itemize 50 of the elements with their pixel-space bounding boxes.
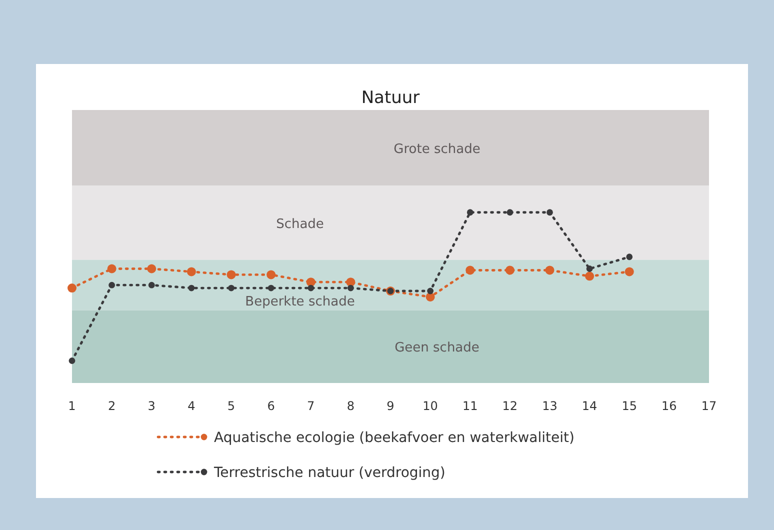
band-label: Schade — [276, 216, 324, 232]
point — [186, 267, 196, 276]
x-tick-label: 11 — [462, 399, 478, 413]
point — [545, 266, 554, 275]
x-tick-label: 15 — [622, 399, 638, 413]
x-tick-label: 6 — [267, 399, 275, 413]
legend-label: Terrestrische natuur (verdroging) — [213, 465, 446, 481]
point — [266, 270, 276, 280]
point — [108, 282, 116, 288]
point — [228, 284, 234, 292]
x-tick-label: 8 — [346, 399, 355, 413]
x-tick-label: 1 — [68, 399, 76, 413]
x-tick-label: 9 — [386, 399, 394, 413]
point — [147, 264, 156, 274]
point — [466, 266, 475, 275]
point — [68, 284, 76, 293]
point — [505, 266, 514, 275]
point — [624, 267, 634, 276]
x-tick-label: 3 — [148, 399, 156, 413]
band-label: Grote schade — [394, 142, 480, 157]
x-tick-label: 12 — [502, 399, 518, 413]
x-tick-label: 16 — [662, 399, 677, 413]
x-tick-label: 14 — [582, 399, 598, 413]
point — [585, 272, 594, 281]
x-tick-label: 7 — [307, 399, 315, 413]
point — [546, 209, 553, 216]
point — [226, 270, 236, 280]
point — [466, 209, 474, 216]
x-tick-label: 13 — [542, 399, 558, 413]
point — [306, 278, 316, 287]
chart-title: Natuur — [361, 88, 420, 108]
point — [68, 358, 76, 364]
x-tick-label: 5 — [227, 399, 236, 413]
legend-label: Aquatische ecologie (beekafvoer en waterkwaliteit) — [214, 430, 574, 446]
point — [308, 284, 314, 292]
band-label: Beperkte schade — [245, 294, 355, 310]
point — [586, 266, 593, 272]
x-tick-label: 2 — [108, 399, 116, 413]
point — [347, 284, 354, 292]
point — [148, 282, 155, 288]
point — [506, 209, 514, 216]
point — [268, 284, 274, 292]
point — [188, 284, 195, 292]
x-tick-label: 10 — [422, 399, 438, 413]
band-label: Geen schade — [394, 340, 480, 356]
point — [626, 254, 633, 260]
point — [107, 264, 116, 274]
x-tick-label: 17 — [701, 399, 717, 413]
point — [427, 288, 434, 294]
x-tick-label: 4 — [188, 399, 196, 413]
